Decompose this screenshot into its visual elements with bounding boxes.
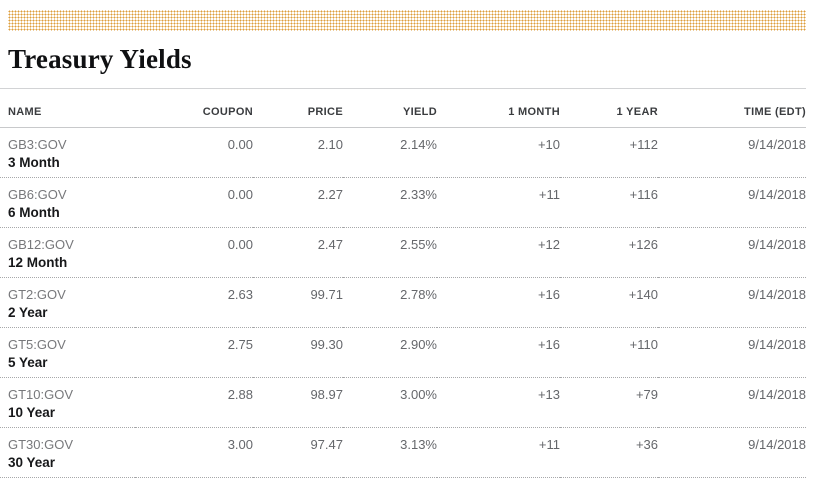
- price-value: 97.47: [253, 427, 343, 478]
- table-row: GB12:GOV 12 Month 0.00 2.47 2.55% +12 +1…: [0, 227, 806, 278]
- security-maturity: 30 Year: [8, 455, 56, 470]
- price-value: 2.27: [253, 177, 343, 228]
- 1year-change-value: +79: [560, 377, 658, 428]
- yield-value: 2.78%: [343, 277, 437, 328]
- 1year-change-value: +140: [560, 277, 658, 328]
- table-header-row: NAME COUPON PRICE YIELD 1 MONTH 1 YEAR T…: [0, 89, 806, 128]
- 1month-change-value: +13: [437, 377, 560, 428]
- coupon-value: 0.00: [135, 177, 253, 228]
- time-value: 9/14/2018: [658, 177, 806, 228]
- column-header-time: TIME (EDT): [658, 89, 806, 128]
- security-maturity: 6 Month: [8, 205, 60, 220]
- security-name-cell[interactable]: GT10:GOV 10 Year: [0, 377, 135, 428]
- security-name-cell[interactable]: GB3:GOV 3 Month: [0, 127, 135, 178]
- coupon-value: 2.75: [135, 327, 253, 378]
- yield-value: 3.00%: [343, 377, 437, 428]
- 1year-change-value: +110: [560, 327, 658, 378]
- 1year-change-value: +116: [560, 177, 658, 228]
- price-value: 99.30: [253, 327, 343, 378]
- time-value: 9/14/2018: [658, 327, 806, 378]
- coupon-value: 0.00: [135, 227, 253, 278]
- coupon-value: 3.00: [135, 427, 253, 478]
- 1month-change-value: +16: [437, 327, 560, 378]
- security-maturity: 3 Month: [8, 155, 60, 170]
- time-value: 9/14/2018: [658, 127, 806, 178]
- security-name-cell[interactable]: GB12:GOV 12 Month: [0, 227, 135, 278]
- security-ticker[interactable]: GB3:GOV: [8, 137, 67, 152]
- table-row: GT2:GOV 2 Year 2.63 99.71 2.78% +16 +140…: [0, 277, 806, 328]
- table-row: GT5:GOV 5 Year 2.75 99.30 2.90% +16 +110…: [0, 327, 806, 378]
- security-name-cell[interactable]: GB6:GOV 6 Month: [0, 177, 135, 228]
- 1month-change-value: +16: [437, 277, 560, 328]
- 1month-change-value: +10: [437, 127, 560, 178]
- yield-value: 2.14%: [343, 127, 437, 178]
- security-ticker[interactable]: GB6:GOV: [8, 187, 67, 202]
- page-title: Treasury Yields: [8, 44, 192, 74]
- time-value: 9/14/2018: [658, 227, 806, 278]
- price-value: 2.47: [253, 227, 343, 278]
- table-row: GB3:GOV 3 Month 0.00 2.10 2.14% +10 +112…: [0, 127, 806, 178]
- price-value: 98.97: [253, 377, 343, 428]
- column-header-price: PRICE: [253, 89, 343, 128]
- security-name-cell[interactable]: GT30:GOV 30 Year: [0, 427, 135, 478]
- security-name-cell[interactable]: GT2:GOV 2 Year: [0, 277, 135, 328]
- column-header-coupon: COUPON: [135, 89, 253, 128]
- time-value: 9/14/2018: [658, 377, 806, 428]
- coupon-value: 2.88: [135, 377, 253, 428]
- column-header-yield: YIELD: [343, 89, 437, 128]
- security-maturity: 12 Month: [8, 255, 68, 270]
- time-value: 9/14/2018: [658, 427, 806, 478]
- table-row: GT30:GOV 30 Year 3.00 97.47 3.13% +11 +3…: [0, 427, 806, 478]
- column-header-1year: 1 YEAR: [560, 89, 658, 128]
- security-ticker[interactable]: GB12:GOV: [8, 237, 74, 252]
- price-value: 2.10: [253, 127, 343, 178]
- 1year-change-value: +126: [560, 227, 658, 278]
- security-ticker[interactable]: GT10:GOV: [8, 387, 74, 402]
- yield-value: 3.13%: [343, 427, 437, 478]
- security-name-cell[interactable]: GT5:GOV 5 Year: [0, 327, 135, 378]
- coupon-value: 2.63: [135, 277, 253, 328]
- price-value: 99.71: [253, 277, 343, 328]
- security-ticker[interactable]: GT30:GOV: [8, 437, 74, 452]
- column-header-1month: 1 MONTH: [437, 89, 560, 128]
- halftone-band-decoration: [8, 10, 806, 31]
- title-divider: [0, 88, 806, 89]
- security-maturity: 2 Year: [8, 305, 48, 320]
- treasury-yields-widget: Treasury Yields NAME COUPON PRICE YIELD …: [0, 10, 806, 478]
- 1year-change-value: +112: [560, 127, 658, 178]
- security-maturity: 5 Year: [8, 355, 48, 370]
- security-ticker[interactable]: GT2:GOV: [8, 287, 66, 302]
- table-row: GB6:GOV 6 Month 0.00 2.27 2.33% +11 +116…: [0, 177, 806, 228]
- time-value: 9/14/2018: [658, 277, 806, 328]
- 1year-change-value: +36: [560, 427, 658, 478]
- column-header-name: NAME: [0, 89, 135, 128]
- table-row: GT10:GOV 10 Year 2.88 98.97 3.00% +13 +7…: [0, 377, 806, 428]
- security-ticker[interactable]: GT5:GOV: [8, 337, 66, 352]
- coupon-value: 0.00: [135, 127, 253, 178]
- treasury-yields-table: NAME COUPON PRICE YIELD 1 MONTH 1 YEAR T…: [0, 89, 806, 478]
- yield-value: 2.90%: [343, 327, 437, 378]
- 1month-change-value: +11: [437, 427, 560, 478]
- 1month-change-value: +11: [437, 177, 560, 228]
- yield-value: 2.33%: [343, 177, 437, 228]
- 1month-change-value: +12: [437, 227, 560, 278]
- yield-value: 2.55%: [343, 227, 437, 278]
- security-maturity: 10 Year: [8, 405, 56, 420]
